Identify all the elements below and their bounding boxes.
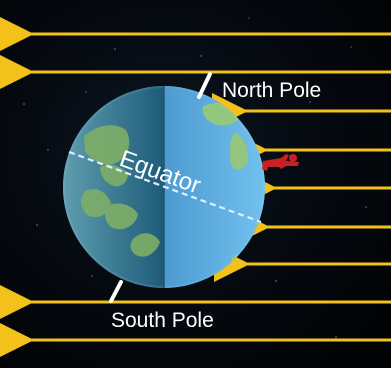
sun-rays — [0, 16, 391, 358]
human-figure-icon — [262, 154, 299, 171]
equator-line — [68, 150, 262, 224]
landmasses — [80, 125, 160, 257]
earth-axis-south — [109, 280, 123, 303]
north-pole-label: North Pole — [222, 79, 321, 102]
star-field — [23, 17, 367, 338]
earth-axis-north — [197, 72, 212, 99]
south-pole-label: South Pole — [111, 309, 214, 332]
